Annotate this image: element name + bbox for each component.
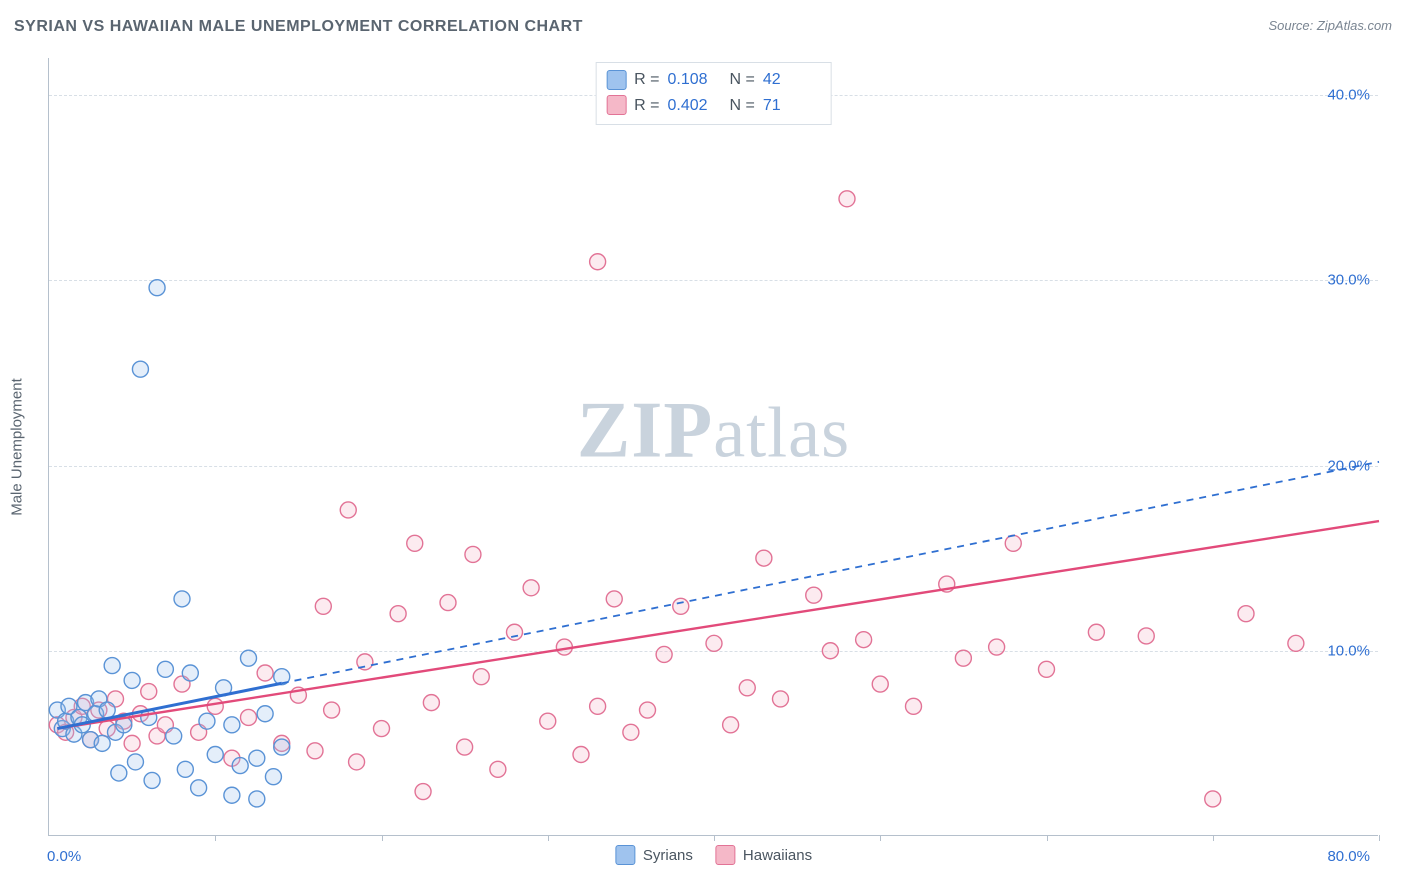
swatch-hawaiians-icon [715,845,735,865]
legend-stats-row-2: R = 0.402 N = 71 [606,93,817,119]
chart-title: SYRIAN VS HAWAIIAN MALE UNEMPLOYMENT COR… [14,18,583,36]
swatch-syrians-icon [615,845,635,865]
legend-stats-row-1: R = 0.108 N = 42 [606,67,817,93]
stat-N-value-2: 71 [763,93,817,119]
scatter-plot-svg [49,58,1378,835]
legend-label-syrians: Syrians [643,847,693,864]
swatch-syrians-icon [606,70,626,90]
x-max-label: 80.0% [1327,848,1370,865]
stat-N-label: N = [730,67,755,93]
swatch-hawaiians-icon [606,95,626,115]
legend-item-syrians: Syrians [615,845,693,865]
stat-N-value-1: 42 [763,67,817,93]
source-attribution: Source: ZipAtlas.com [1268,18,1392,33]
legend-label-hawaiians: Hawaiians [743,847,812,864]
chart-container: SYRIAN VS HAWAIIAN MALE UNEMPLOYMENT COR… [0,0,1406,892]
stat-R-value-1: 0.108 [668,67,722,93]
stat-R-label: R = [634,67,659,93]
legend-stats-box: R = 0.108 N = 42 R = 0.402 N = 71 [595,62,832,125]
x-min-label: 0.0% [47,848,81,865]
legend-bottom: Syrians Hawaiians [615,845,812,865]
stat-R-value-2: 0.402 [668,93,722,119]
stat-R-label: R = [634,93,659,119]
y-axis-label: Male Unemployment [9,378,26,516]
stat-N-label: N = [730,93,755,119]
plot-area: Male Unemployment ZIPatlas 10.0%20.0%30.… [48,58,1378,836]
legend-item-hawaiians: Hawaiians [715,845,812,865]
